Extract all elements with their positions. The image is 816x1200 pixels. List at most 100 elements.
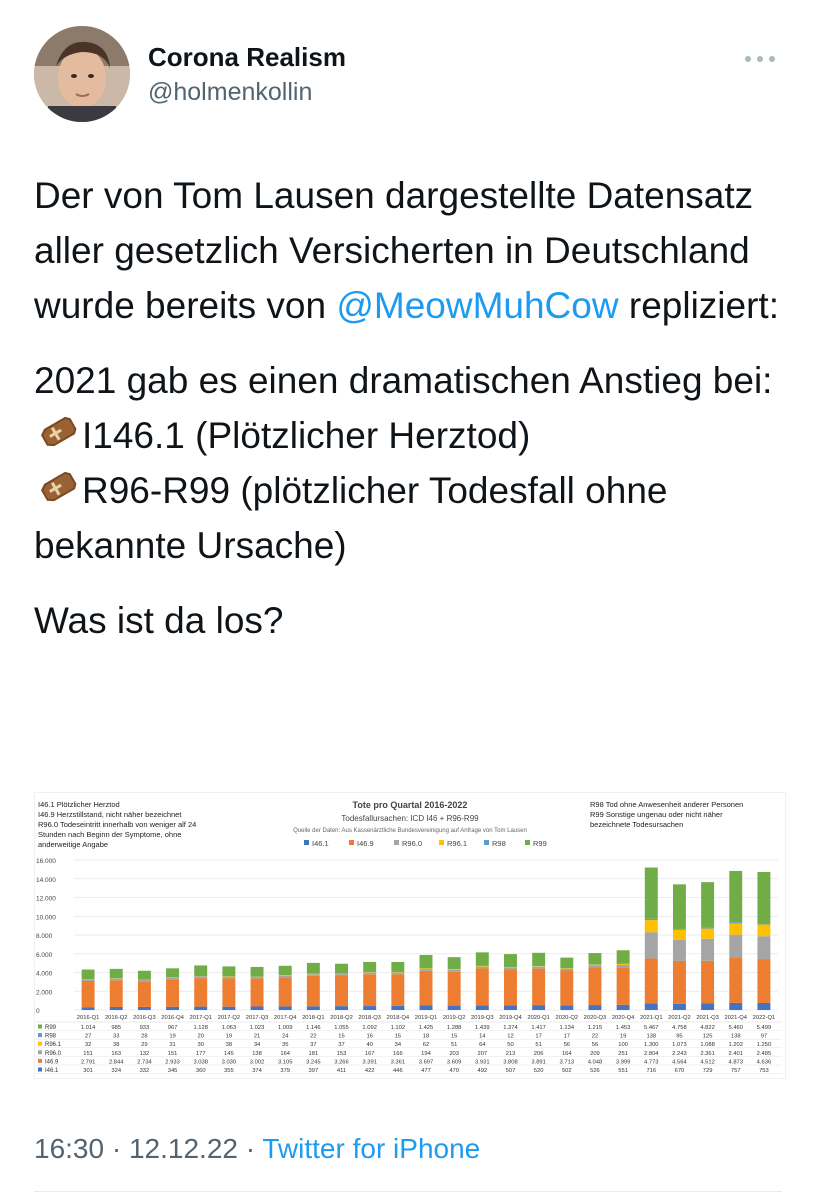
bar-segment-I46-9	[222, 978, 236, 1007]
table-cell: 15	[338, 1034, 344, 1040]
table-cell: 138	[646, 1034, 656, 1040]
table-cell: 753	[759, 1068, 769, 1074]
x-tick-label: 2019-Q4	[499, 1015, 522, 1021]
table-cell: 2.485	[757, 1051, 772, 1057]
legend-label: R98	[492, 839, 506, 848]
x-tick-label: 2022-Q1	[753, 1015, 776, 1021]
table-cell: 1.134	[560, 1025, 575, 1031]
bar-segment-I46-1	[391, 1005, 405, 1010]
table-cell: 22	[592, 1034, 598, 1040]
table-cell: 19	[169, 1034, 175, 1040]
tweet-meta: 16:30 · 12.12.22 · Twitter for iPhone	[34, 1133, 480, 1165]
table-cell: 933	[140, 1025, 150, 1031]
bar-segment-R96-0	[81, 979, 95, 982]
table-cell: 38	[226, 1042, 232, 1048]
table-cell: 3.891	[531, 1059, 546, 1065]
legend-swatch	[439, 840, 444, 845]
chart-title: Tote pro Quartal 2016-2022	[353, 800, 468, 810]
bar-segment-I46-9	[137, 981, 151, 1007]
table-cell: 2.933	[165, 1059, 180, 1065]
bar-segment-I46-1	[701, 1003, 715, 1010]
table-cell: 301	[83, 1068, 93, 1074]
table-cell: 2.401	[729, 1051, 744, 1057]
table-cell: 1.288	[447, 1025, 462, 1031]
bar-segment-R99	[278, 965, 292, 976]
table-cell: 397	[309, 1068, 319, 1074]
table-cell: 422	[365, 1068, 375, 1074]
table-cell: 5.499	[757, 1025, 772, 1031]
bar-segment-I46-9	[335, 975, 348, 1007]
table-cell: 3.030	[222, 1059, 237, 1065]
bar-segment-R96-0	[475, 966, 489, 969]
bar-segment-R99	[447, 957, 461, 970]
mention-link[interactable]: @MeowMuhCow	[336, 285, 619, 326]
bar-segment-R96-1	[644, 920, 658, 933]
table-cell: 167	[365, 1051, 375, 1057]
table-cell: 251	[618, 1051, 628, 1057]
bar-segment-I46-9	[504, 969, 517, 1006]
bar-segment-I46-9	[560, 970, 574, 1006]
tweet-date[interactable]: 12.12.22	[128, 1133, 238, 1164]
bar-segment-I46-9	[757, 959, 771, 1003]
bar-segment-I46-9	[616, 967, 630, 1005]
table-cell: 95	[676, 1034, 682, 1040]
tweet-time[interactable]: 16:30	[34, 1133, 105, 1164]
bar-segment-I46-1	[194, 1006, 208, 1010]
bar-segment-I46-9	[81, 981, 95, 1008]
table-legend-swatch	[38, 1033, 42, 1038]
bar-segment-R96-0	[757, 936, 771, 960]
table-cell: 670	[675, 1068, 685, 1074]
coffin-emoji-icon	[41, 471, 77, 502]
avatar-image	[34, 26, 130, 122]
bar-segment-I46-1	[532, 1005, 546, 1010]
bar-segment-R99	[363, 961, 377, 973]
chart-image[interactable]: Tote pro Quartal 2016-2022 Todesfallursac…	[33, 791, 787, 1080]
bar-segment-I46-1	[81, 1007, 95, 1010]
chart-note-left: I46.1 Plötzlicher Herztod	[38, 800, 120, 809]
table-cell: 1.425	[419, 1025, 434, 1031]
table-cell: 355	[224, 1068, 234, 1074]
bar-segment-R99	[560, 957, 574, 969]
tweet-source-link[interactable]: Twitter for iPhone	[262, 1133, 481, 1164]
table-cell: 33	[113, 1034, 119, 1040]
table-cell: 207	[477, 1051, 487, 1057]
y-tick-label: 4.000	[36, 971, 53, 978]
table-cell: 203	[449, 1051, 459, 1057]
chart-note-left: anderweitige Angabe	[38, 840, 108, 849]
display-name[interactable]: Corona Realism	[148, 42, 346, 72]
table-cell: 37	[338, 1042, 344, 1048]
bar-segment-R99	[250, 966, 264, 977]
table-cell: 18	[423, 1034, 429, 1040]
x-tick-label: 2020-Q2	[556, 1015, 579, 1021]
table-cell: 3.266	[334, 1059, 349, 1065]
table-cell: 3.361	[391, 1059, 406, 1065]
y-tick-label: 16.000	[36, 858, 56, 865]
user-handle[interactable]: @holmenkollin	[148, 78, 313, 106]
x-tick-label: 2018-Q2	[330, 1015, 353, 1021]
bar-segment-I46-1	[644, 1003, 658, 1010]
coffin-emoji-icon	[41, 416, 77, 447]
table-cell: 177	[196, 1051, 206, 1057]
table-cell: 3.931	[475, 1059, 490, 1065]
table-cell: 62	[423, 1042, 429, 1048]
table-cell: 30	[197, 1042, 203, 1048]
bar-segment-R99	[222, 966, 236, 977]
x-tick-label: 2017-Q4	[274, 1015, 297, 1021]
legend-label: I46.1	[312, 839, 329, 848]
table-legend-swatch	[38, 1041, 42, 1046]
tweet-paragraph-2: 2021 gab es einen dramatischen Anstieg b…	[34, 353, 794, 573]
table-cell: 4.758	[672, 1025, 687, 1031]
bar-segment-R96-0	[194, 976, 208, 979]
table-cell: 31	[169, 1042, 175, 1048]
more-horizontal-icon[interactable]	[744, 38, 776, 72]
table-cell: 507	[506, 1068, 516, 1074]
bar-segment-R98	[644, 918, 658, 921]
table-cell: 477	[421, 1068, 431, 1074]
bar-segment-R99	[532, 952, 546, 967]
bar-segment-R96-0	[391, 972, 405, 975]
bar-segment-I46-9	[363, 974, 377, 1007]
table-cell: 163	[111, 1051, 121, 1057]
table-cell: 4.048	[588, 1059, 603, 1065]
legend-swatch	[394, 840, 399, 845]
avatar[interactable]	[34, 26, 130, 122]
